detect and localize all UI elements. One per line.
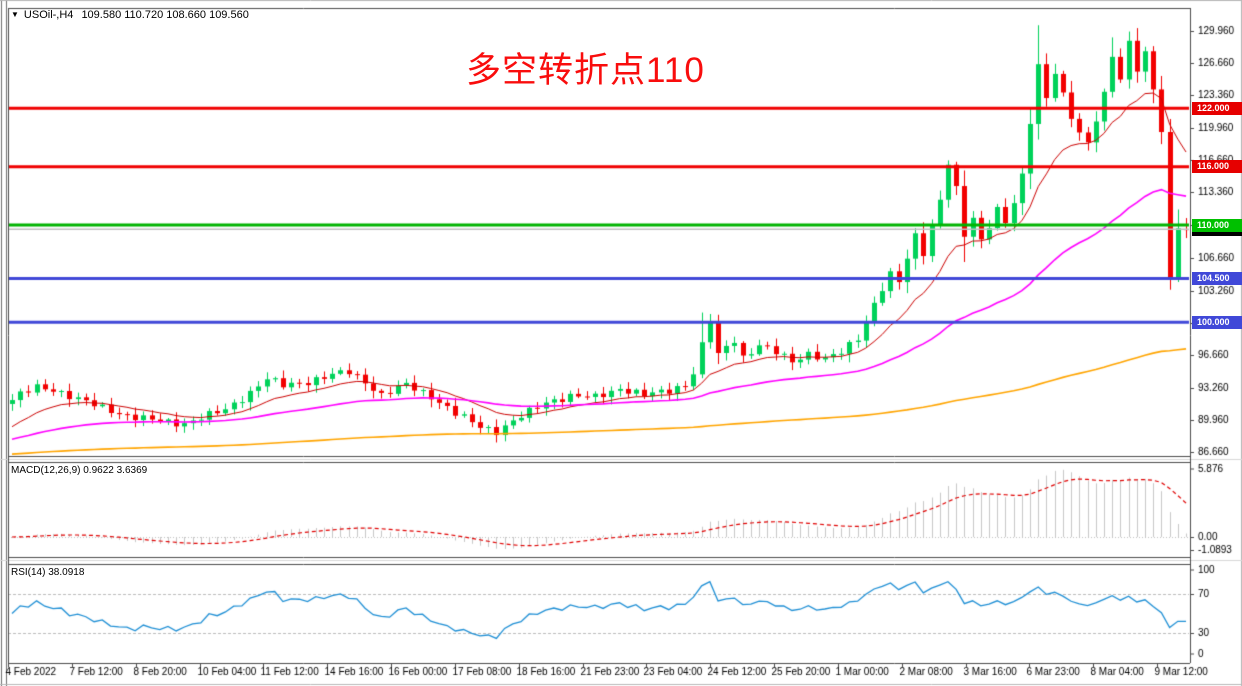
annotation-text: 多空转折点110	[466, 51, 705, 90]
ohlc-values-label: 109.580 110.720 108.660 109.560	[81, 9, 249, 21]
rsi-indicator-label: RSI(14) 38.0918	[11, 567, 85, 578]
macd-indicator-label: MACD(12,26,9) 0.9622 3.6369	[11, 465, 148, 476]
chart-title-bar: ▼ USOil-,H4 109.580 110.720 108.660 109.56…	[11, 9, 249, 21]
symbol-timeframe-label: USOil-,H4	[23, 9, 74, 21]
symbol-dropdown-arrow-icon[interactable]: ▼	[11, 10, 19, 19]
